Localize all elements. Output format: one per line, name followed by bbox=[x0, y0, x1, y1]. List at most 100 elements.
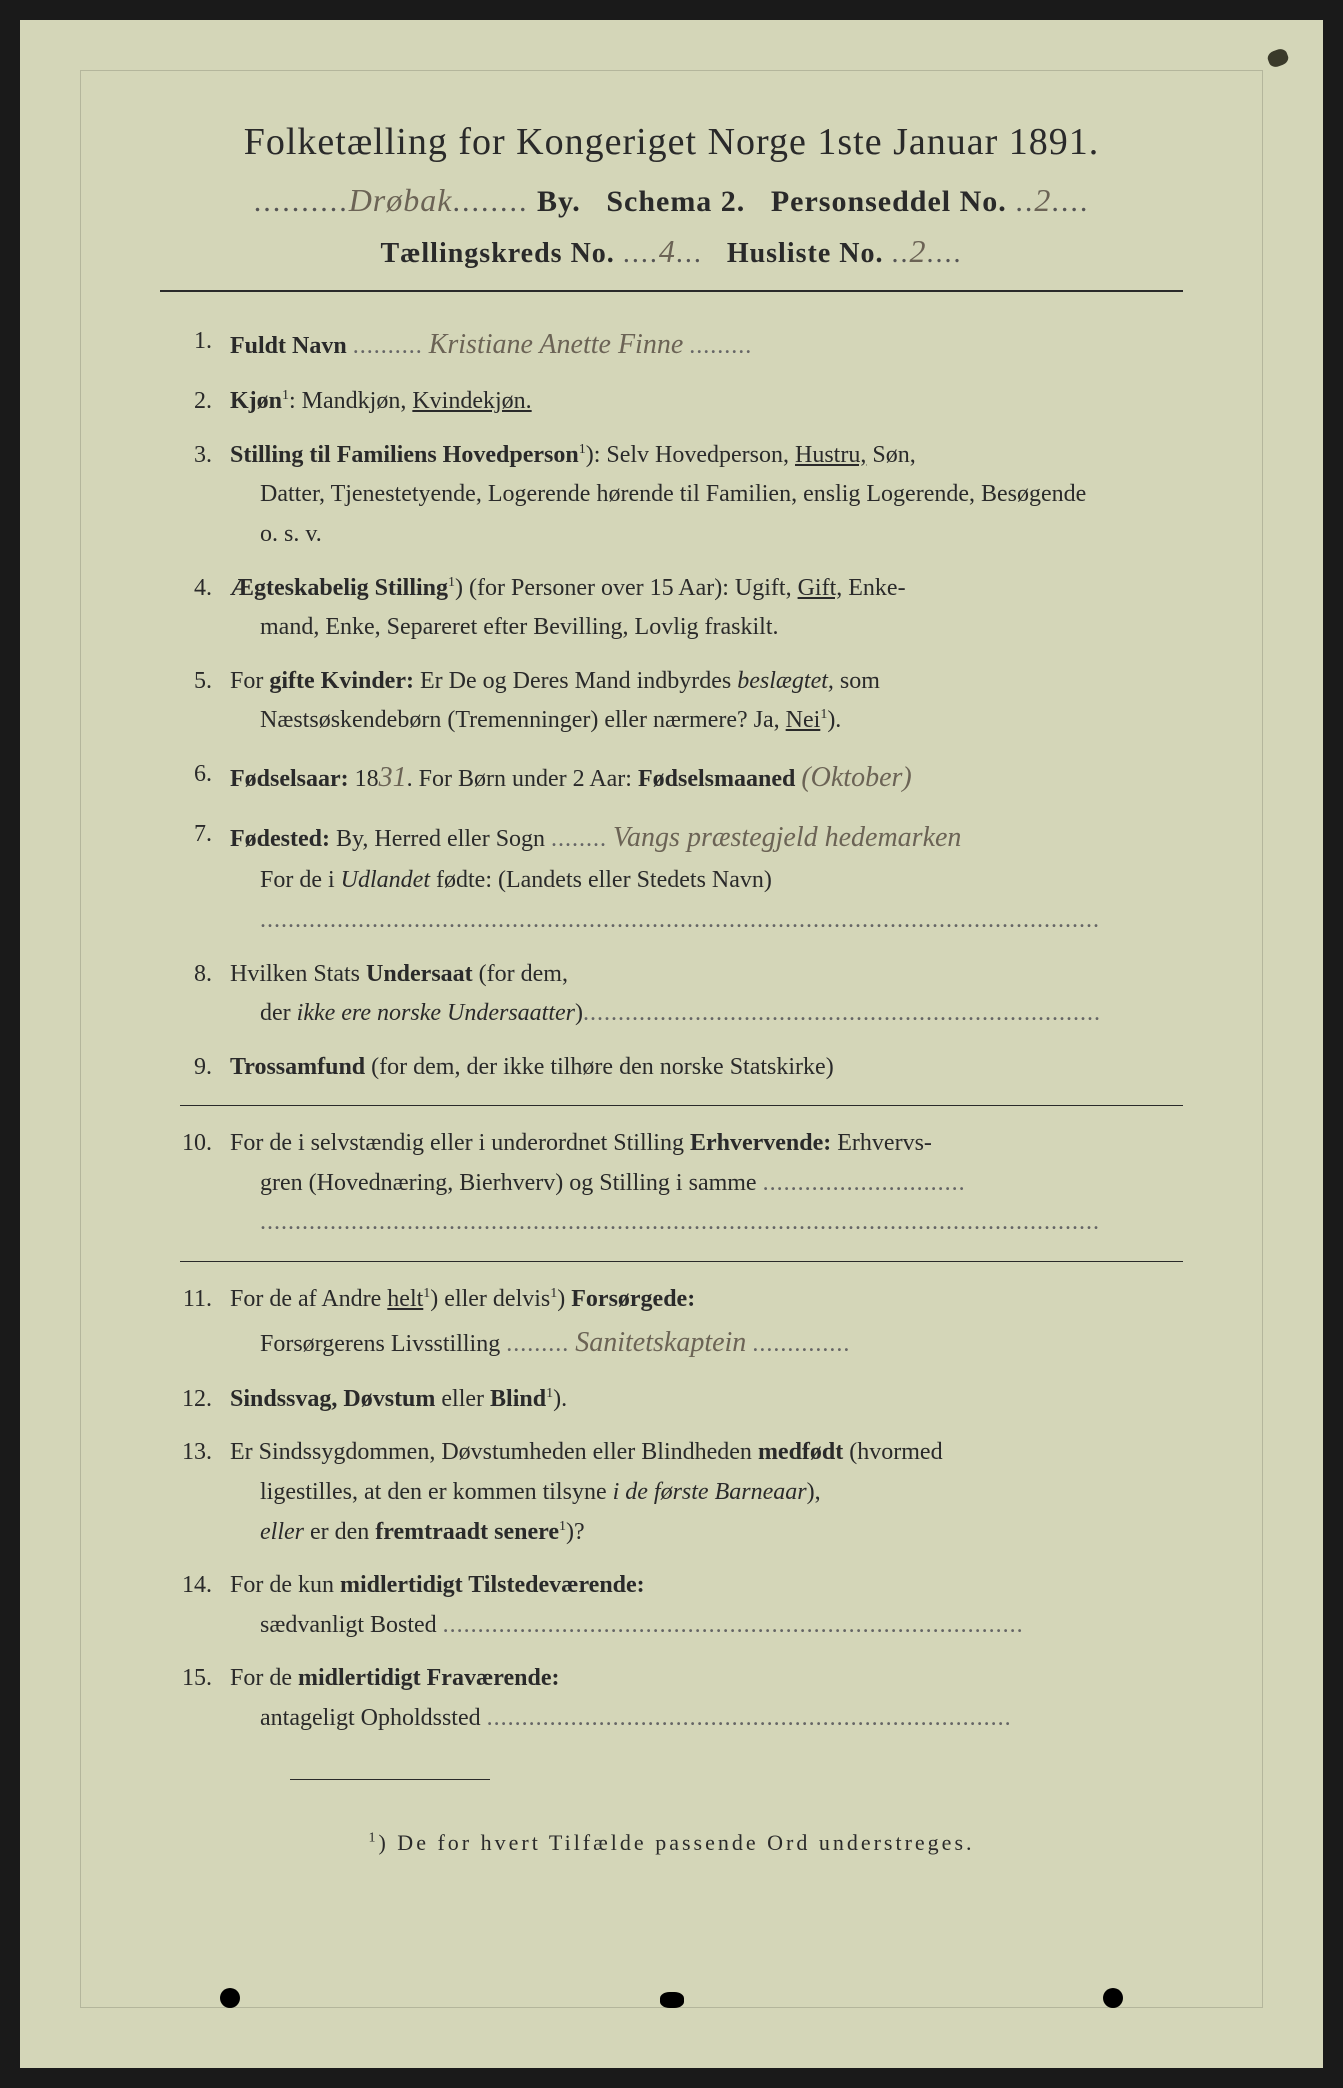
corner-mark bbox=[1266, 47, 1290, 69]
item-1: 1. Fuldt Navn .......... Kristiane Anett… bbox=[180, 322, 1183, 368]
line3: o. s. v. bbox=[230, 515, 1183, 555]
text: er den bbox=[304, 1519, 375, 1545]
text: fødte: (Landets eller Stedets Navn) bbox=[430, 867, 772, 893]
text: )? bbox=[566, 1519, 585, 1545]
item-13: 13. Er Sindssygdommen, Døvstumheden elle… bbox=[180, 1433, 1183, 1552]
text: By, Herred eller Sogn bbox=[330, 826, 545, 852]
subtitle-row-2: Tællingskreds No. ....4... Husliste No. … bbox=[160, 233, 1183, 270]
item-12: 12. Sindssvag, Døvstum eller Blind1). bbox=[180, 1380, 1183, 1420]
city-handwritten: Drøbak bbox=[349, 182, 453, 218]
dots: ........................................… bbox=[443, 1612, 1024, 1638]
item-num: 3. bbox=[180, 436, 230, 555]
footnote-divider bbox=[290, 1779, 490, 1780]
item-num: 6. bbox=[180, 755, 230, 801]
item-7: 7. Fødested: By, Herred eller Sogn .....… bbox=[180, 815, 1183, 940]
dots: ......... bbox=[689, 333, 752, 359]
sup: 1 bbox=[579, 442, 586, 457]
sup: 1 bbox=[368, 1830, 378, 1845]
text: For bbox=[230, 668, 269, 694]
item-num: 12. bbox=[180, 1380, 230, 1420]
punch-hole bbox=[220, 1988, 240, 2008]
dots: ........ bbox=[551, 826, 607, 852]
italic: Udlandet bbox=[341, 867, 430, 893]
kreds-label: Tællingskreds No. bbox=[380, 238, 614, 269]
item-content: Fuldt Navn .......... Kristiane Anette F… bbox=[230, 322, 1183, 368]
items-list: 1. Fuldt Navn .......... Kristiane Anett… bbox=[160, 322, 1183, 1739]
selected: Nei bbox=[786, 707, 821, 733]
text: sædvanligt Bosted bbox=[260, 1612, 437, 1638]
dotted-line: ........................................… bbox=[230, 1203, 1183, 1243]
item-8: 8. Hvilken Stats Undersaat (for dem, der… bbox=[180, 955, 1183, 1034]
item-content: Kjøn1: Mandkjøn, Kvindekjøn. bbox=[230, 382, 1183, 422]
item-content: For de midlertidigt Fraværende: antageli… bbox=[230, 1659, 1183, 1738]
label: Sindssvag, Døvstum bbox=[230, 1386, 435, 1412]
item-3: 3. Stilling til Familiens Hovedperson1):… bbox=[180, 436, 1183, 555]
text: ) eller delvis bbox=[430, 1286, 550, 1312]
line2: Næstsøskendebørn (Tremenninger) eller næ… bbox=[230, 701, 1183, 741]
bold: midlertidigt Fraværende: bbox=[298, 1665, 560, 1691]
sup: 1 bbox=[448, 575, 455, 590]
text: ). bbox=[827, 707, 841, 733]
label: Ægteskabelig Stilling bbox=[230, 575, 448, 601]
footnote: 1) De for hvert Tilfælde passende Ord un… bbox=[160, 1830, 1183, 1856]
dots: .... bbox=[623, 238, 659, 269]
dots: ........................................… bbox=[583, 1000, 1101, 1026]
sup: 1 bbox=[559, 1519, 566, 1534]
text: (hvormed bbox=[843, 1439, 942, 1465]
item-content: For de i selvstændig eller i underordnet… bbox=[230, 1124, 1183, 1243]
text: ): Selv Hovedperson, bbox=[586, 442, 795, 468]
text: eller bbox=[435, 1386, 490, 1412]
text: (for dem, bbox=[473, 961, 568, 987]
section-divider bbox=[180, 1105, 1183, 1106]
line2: antageligt Opholdssted .................… bbox=[230, 1699, 1183, 1739]
text: ) bbox=[557, 1286, 571, 1312]
dots: ............................. bbox=[763, 1170, 966, 1196]
label: Fødselsaar: bbox=[230, 766, 349, 792]
husliste-no: 2 bbox=[910, 233, 927, 269]
text: Erhvervs- bbox=[831, 1130, 932, 1156]
item-content: Hvilken Stats Undersaat (for dem, der ik… bbox=[230, 955, 1183, 1034]
line2: ligestilles, at den er kommen tilsyne i … bbox=[230, 1473, 1183, 1513]
label2: Fødselsmaaned bbox=[638, 766, 795, 792]
text: (for dem, der ikke tilhøre den norske St… bbox=[365, 1054, 834, 1080]
line2: mand, Enke, Separeret efter Bevilling, L… bbox=[230, 608, 1183, 648]
dots: .......... bbox=[254, 185, 349, 218]
by-label: By. bbox=[537, 185, 581, 218]
label: Fødested: bbox=[230, 826, 330, 852]
punch-hole bbox=[660, 1992, 684, 2008]
item-num: 14. bbox=[180, 1566, 230, 1645]
label: Kjøn bbox=[230, 388, 282, 414]
bold: Forsørgede: bbox=[571, 1286, 695, 1312]
subtitle-row-1: ..........Drøbak........ By. Schema 2. P… bbox=[160, 182, 1183, 219]
line2: der ikke ere norske Undersaatter).......… bbox=[230, 994, 1183, 1034]
item-content: Trossamfund (for dem, der ikke tilhøre d… bbox=[230, 1048, 1183, 1088]
sup: 1 bbox=[282, 388, 289, 403]
line2: gren (Hovednæring, Bierhverv) og Stillin… bbox=[230, 1164, 1183, 1204]
text: Næstsøskendebørn (Tremenninger) eller næ… bbox=[260, 707, 786, 733]
label: Trossamfund bbox=[230, 1054, 365, 1080]
text: Er Sindssygdommen, Døvstumheden eller Bl… bbox=[230, 1439, 758, 1465]
kreds-no: 4 bbox=[659, 233, 676, 269]
dotted-line: ........................................… bbox=[230, 901, 1183, 941]
personseddel-label: Personseddel No. bbox=[771, 185, 1007, 218]
item-num: 2. bbox=[180, 382, 230, 422]
italic: ikke ere norske Undersaatter bbox=[297, 1000, 575, 1026]
dots: .............. bbox=[752, 1331, 850, 1357]
item-10: 10. For de i selvstændig eller i underor… bbox=[180, 1124, 1183, 1243]
selected: Gift, bbox=[798, 575, 843, 601]
item-num: 8. bbox=[180, 955, 230, 1034]
dots: .... bbox=[1051, 185, 1089, 218]
text: For de af Andre bbox=[230, 1286, 387, 1312]
item-content: For gifte Kvinder: Er De og Deres Mand i… bbox=[230, 662, 1183, 741]
text: der bbox=[260, 1000, 297, 1026]
text: Søn, bbox=[866, 442, 915, 468]
bold: Undersaat bbox=[366, 961, 473, 987]
item-num: 10. bbox=[180, 1124, 230, 1243]
text: ), bbox=[807, 1479, 821, 1505]
item-6: 6. Fødselsaar: 1831. For Børn under 2 Aa… bbox=[180, 755, 1183, 801]
dots: ... bbox=[676, 238, 703, 269]
selected: Kvindekjøn. bbox=[412, 388, 531, 414]
line2: Datter, Tjenestetyende, Logerende hørend… bbox=[230, 475, 1183, 515]
text: Er De og Deres Mand indbyrdes bbox=[414, 668, 737, 694]
text: antageligt Opholdssted bbox=[260, 1705, 481, 1731]
